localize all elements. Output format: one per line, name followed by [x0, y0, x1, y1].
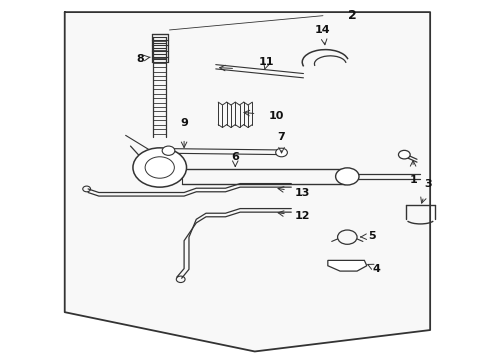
Polygon shape — [328, 260, 367, 271]
Text: 11: 11 — [259, 57, 275, 67]
Text: 5: 5 — [368, 231, 375, 242]
Circle shape — [276, 148, 288, 157]
Text: 7: 7 — [278, 132, 285, 142]
Text: 1: 1 — [409, 175, 417, 185]
Circle shape — [398, 150, 410, 159]
Text: 14: 14 — [315, 25, 331, 35]
Text: 8: 8 — [136, 54, 144, 64]
Circle shape — [162, 146, 175, 156]
Text: 6: 6 — [231, 152, 239, 162]
Text: 9: 9 — [180, 118, 188, 128]
Text: 10: 10 — [269, 111, 284, 121]
Text: 4: 4 — [372, 264, 381, 274]
Circle shape — [336, 168, 359, 185]
Text: 13: 13 — [295, 188, 310, 198]
Circle shape — [133, 148, 187, 187]
Text: 12: 12 — [295, 211, 310, 221]
Text: 3: 3 — [424, 179, 432, 189]
Text: 2: 2 — [348, 9, 357, 22]
Polygon shape — [65, 12, 430, 351]
